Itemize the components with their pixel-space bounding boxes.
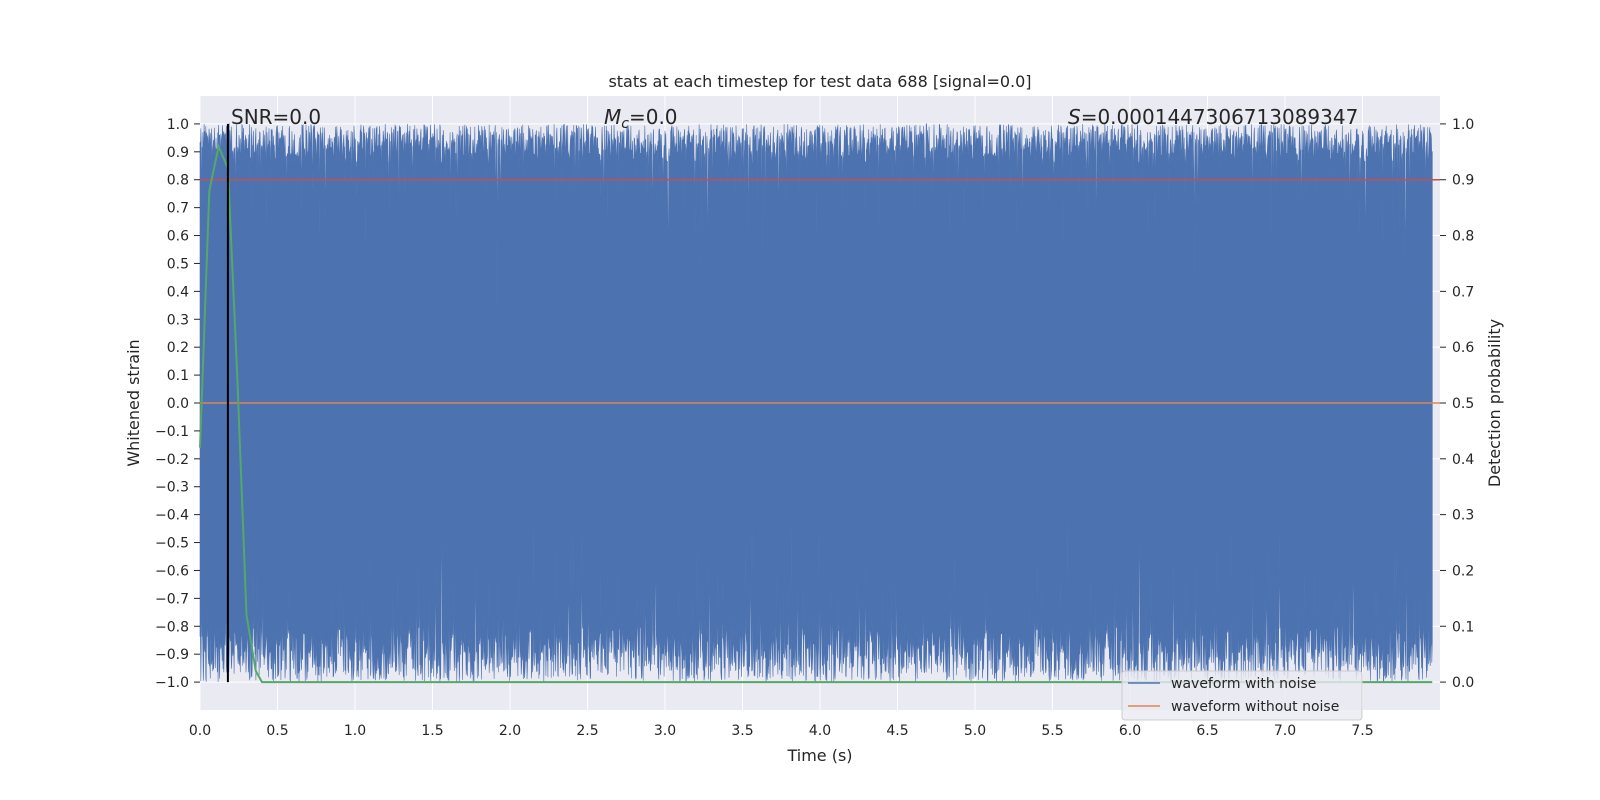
x-tick-label: 2.0 (499, 723, 521, 739)
x-tick-label: 7.0 (1274, 723, 1296, 739)
y-tick-label: 0.7 (167, 201, 189, 217)
plot-area (199, 122, 1440, 684)
y2-tick-label: 0.8 (1452, 229, 1474, 245)
y2-tick-label: 0.6 (1452, 340, 1474, 356)
y-tick-label: −0.3 (155, 480, 189, 496)
y2-tick-label: 0.1 (1452, 619, 1474, 635)
x-tick-label: 5.0 (964, 723, 986, 739)
legend: waveform with noise waveform without noi… (1121, 670, 1363, 721)
y-tick-label: 0.2 (167, 340, 189, 356)
y2-tick-label: 0.9 (1452, 173, 1474, 189)
y-tick-label: 0.4 (167, 284, 189, 300)
x-tick-label: 6.5 (1196, 723, 1218, 739)
series-detection-probability (199, 142, 1433, 684)
y-tick-label: −0.8 (155, 619, 189, 635)
x-tick-label: 0.0 (189, 723, 211, 739)
right-y-axis: 1.0 0.9 0.8 0.7 0.6 0.5 0.4 0.3 0.2 0.1 0.0 (1440, 117, 1474, 691)
x-tick-label: 0.5 (266, 723, 288, 739)
y-axis-label: Whitened strain (124, 339, 143, 466)
chirp-mass-annotation: Mc=0.0 (604, 105, 678, 132)
y-tick-label: −0.6 (155, 563, 189, 579)
legend-box (1121, 670, 1363, 721)
y-tick-label: 0.1 (167, 368, 189, 384)
y-tick-label: −0.1 (155, 424, 189, 440)
y-tick-label: −0.7 (155, 591, 189, 607)
y-tick-label: −0.4 (155, 508, 189, 524)
y2-tick-label: 0.3 (1452, 508, 1474, 524)
snr-annotation: SNR=0.0 (231, 105, 321, 129)
x-tick-label: 7.5 (1351, 723, 1373, 739)
x-tick-label: 5.5 (1041, 723, 1063, 739)
y-tick-label: 1.0 (167, 117, 189, 133)
x-tick-label: 6.0 (1119, 723, 1141, 739)
y-tick-label: −0.5 (155, 536, 189, 552)
x-axis-label: Time (s) (786, 746, 852, 765)
x-tick-label: 4.5 (886, 723, 908, 739)
y2-tick-label: 0.5 (1452, 396, 1474, 412)
y-tick-label: 0.3 (167, 312, 189, 328)
y2-tick-label: 0.4 (1452, 452, 1474, 468)
y-tick-label: −1.0 (155, 675, 189, 691)
y2-tick-label: 1.0 (1452, 117, 1474, 133)
y2-axis-label: Detection probability (1485, 319, 1504, 487)
s-annotation: S=0.0001447306713089347 (1068, 105, 1358, 129)
x-tick-label: 1.0 (344, 723, 366, 739)
y-tick-label: 0.6 (167, 229, 189, 245)
y-tick-label: 0.9 (167, 145, 189, 161)
left-y-axis: 1.0 0.9 0.8 0.7 0.6 0.5 0.4 0.3 0.2 0.1 0.0 −0.1 −0.… (155, 117, 200, 691)
x-tick-label: 1.5 (421, 723, 443, 739)
x-axis: 0.0 0.5 1.0 1.5 2.0 2.5 3.0 3.5 4.0 4.5 5.0 5.5 6.0 6… (189, 723, 1374, 739)
x-tick-label: 2.5 (576, 723, 598, 739)
x-tick-label: 3.5 (731, 723, 753, 739)
y2-tick-label: 0.0 (1452, 675, 1474, 691)
legend-label-noise: waveform with noise (1171, 676, 1316, 692)
y2-tick-label: 0.2 (1452, 563, 1474, 579)
x-tick-label: 4.0 (809, 723, 831, 739)
y-tick-label: 0.8 (167, 173, 189, 189)
x-tick-label: 3.0 (654, 723, 676, 739)
y-tick-label: 0.0 (167, 396, 189, 412)
y-tick-label: −0.2 (155, 452, 189, 468)
y2-tick-label: 0.7 (1452, 284, 1474, 300)
legend-label-clean: waveform without noise (1171, 699, 1339, 715)
y-tick-label: −0.9 (155, 647, 189, 663)
y-tick-label: 0.5 (167, 256, 189, 272)
chart-title: stats at each timestep for test data 688… (608, 72, 1031, 91)
